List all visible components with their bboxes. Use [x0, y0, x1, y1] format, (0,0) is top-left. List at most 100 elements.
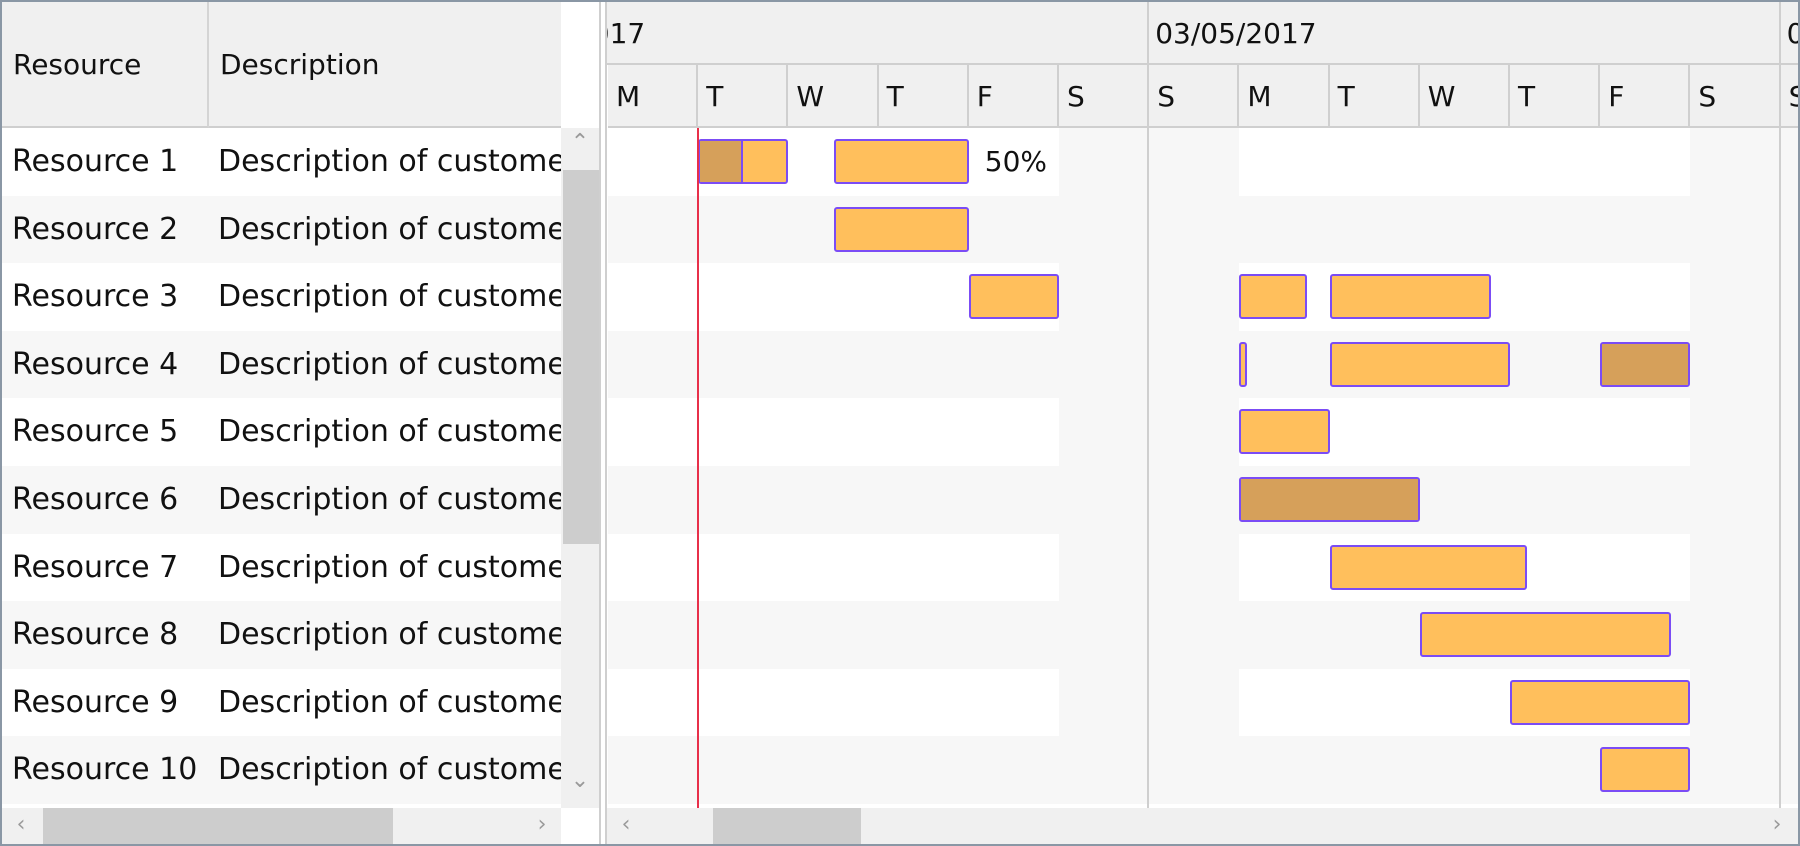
vertical-scrollbar[interactable]: ⌃ ⌄	[561, 128, 599, 808]
chevron-up-icon[interactable]: ⌃	[570, 130, 590, 155]
timeline-cell[interactable]	[1690, 263, 1781, 331]
timeline-cell[interactable]	[1510, 398, 1601, 466]
timeline-cell[interactable]	[1600, 195, 1691, 264]
chevron-left-icon[interactable]: ‹	[621, 812, 631, 837]
timeline-cell[interactable]	[1239, 330, 1330, 399]
timeline-cell[interactable]	[1419, 736, 1510, 804]
timeline-cell[interactable]	[1419, 668, 1510, 737]
timeline-cell[interactable]	[1419, 466, 1510, 534]
timeline-cell[interactable]	[1600, 533, 1691, 602]
table-row[interactable]: Resource 9 Description of customer	[2, 669, 561, 737]
timeline-cell[interactable]	[1059, 736, 1150, 804]
timeline-cell[interactable]	[1059, 195, 1150, 264]
timeline-cell[interactable]	[1059, 263, 1150, 331]
grid-horizontal-scrollbar[interactable]: ‹ ›	[2, 808, 561, 844]
timeline-cell[interactable]	[1510, 263, 1601, 331]
timeline-cell[interactable]	[1329, 736, 1420, 804]
timeline-cell[interactable]	[968, 398, 1059, 466]
timeline-cell[interactable]	[1690, 398, 1781, 466]
timeline-cell[interactable]	[788, 668, 879, 737]
table-row[interactable]: Resource 8 Description of customer	[2, 601, 561, 669]
task-bar[interactable]	[1600, 341, 1691, 387]
task-bar[interactable]	[1329, 544, 1527, 590]
timeline-cell[interactable]	[1059, 330, 1150, 399]
timeline-cell[interactable]	[968, 736, 1059, 804]
timeline-cell[interactable]	[878, 398, 969, 466]
timeline-cell[interactable]	[698, 195, 789, 264]
timeline-cell[interactable]	[1239, 533, 1330, 602]
table-row[interactable]: Resource 4 Description of customer	[2, 330, 561, 399]
timeline-cell[interactable]	[608, 736, 699, 804]
timeline-cell[interactable]	[968, 601, 1059, 669]
timeline-cell[interactable]	[1059, 668, 1150, 737]
timeline-cell[interactable]	[608, 330, 699, 399]
timeline-cell[interactable]	[1690, 195, 1781, 264]
timeline-cell[interactable]	[1510, 195, 1601, 264]
timeline-cell[interactable]	[698, 533, 789, 602]
timeline-cell[interactable]	[1600, 398, 1691, 466]
timeline-cell[interactable]	[1510, 128, 1601, 196]
task-bar[interactable]	[968, 274, 1059, 320]
timeline-cell[interactable]	[608, 668, 699, 737]
vertical-scrollbar-thumb[interactable]	[563, 170, 599, 544]
timeline-cell[interactable]	[968, 533, 1059, 602]
timeline-cell[interactable]	[788, 601, 879, 669]
timeline-cell[interactable]	[1419, 195, 1510, 264]
timeline-cell[interactable]	[1510, 330, 1601, 399]
timeline-cell[interactable]	[1600, 263, 1691, 331]
timeline-cell[interactable]	[1239, 601, 1330, 669]
task-bar[interactable]	[698, 139, 789, 184]
timeline-cell[interactable]	[698, 263, 789, 331]
table-row[interactable]: Resource 1 Description of customer	[2, 128, 561, 196]
timeline-cell[interactable]	[1690, 601, 1781, 669]
timeline-cell[interactable]	[1149, 668, 1240, 737]
timeline-cell[interactable]	[878, 736, 969, 804]
task-bar[interactable]	[1419, 612, 1671, 658]
timeline-cell[interactable]	[608, 533, 699, 602]
timeline-cell[interactable]	[1780, 195, 1798, 264]
timeline-cell[interactable]	[698, 736, 789, 804]
pane-splitter[interactable]	[599, 2, 607, 844]
task-bar[interactable]	[1239, 341, 1248, 387]
timeline-cell[interactable]	[1780, 601, 1798, 669]
timeline-cell[interactable]	[1780, 398, 1798, 466]
timeline-cell[interactable]	[788, 466, 879, 534]
timeline-cell[interactable]	[698, 398, 789, 466]
gantt-horizontal-scrollbar-thumb[interactable]	[713, 808, 861, 844]
timeline-cell[interactable]	[878, 330, 969, 399]
timeline-cell[interactable]	[1149, 330, 1240, 399]
timeline-cell[interactable]	[608, 466, 699, 534]
task-bar[interactable]	[1510, 679, 1691, 725]
timeline-cell[interactable]	[878, 263, 969, 331]
task-bar[interactable]	[1239, 477, 1420, 522]
timeline-cell[interactable]	[698, 466, 789, 534]
timeline-cell[interactable]	[608, 398, 699, 466]
timeline-cell[interactable]	[1419, 398, 1510, 466]
timeline-cell[interactable]	[1329, 668, 1420, 737]
timeline-cell[interactable]	[1149, 263, 1240, 331]
timeline-cell[interactable]	[1690, 128, 1781, 196]
timeline-cell[interactable]	[1780, 263, 1798, 331]
timeline-cell[interactable]	[1690, 466, 1781, 534]
timeline-cell[interactable]	[878, 466, 969, 534]
timeline-cell[interactable]	[968, 668, 1059, 737]
timeline-cell[interactable]	[788, 330, 879, 399]
timeline-cell[interactable]	[968, 330, 1059, 399]
timeline-cell[interactable]	[968, 466, 1059, 534]
timeline-cell[interactable]	[608, 195, 699, 264]
timeline-cell[interactable]	[1059, 398, 1150, 466]
task-bar[interactable]	[1329, 274, 1492, 320]
timeline-cell[interactable]	[1329, 601, 1420, 669]
table-row[interactable]: Resource 5 Description of customer	[2, 398, 561, 466]
timeline-cell[interactable]	[788, 533, 879, 602]
timeline-cell[interactable]	[698, 668, 789, 737]
timeline-cell[interactable]	[788, 398, 879, 466]
timeline-cell[interactable]	[1329, 128, 1420, 196]
task-bar[interactable]	[1239, 274, 1308, 320]
table-row[interactable]: Resource 2 Description of customer	[2, 195, 561, 264]
timeline-cell[interactable]	[1600, 128, 1691, 196]
timeline-cell[interactable]	[608, 263, 699, 331]
timeline-cell[interactable]	[1780, 533, 1798, 602]
timeline-cell[interactable]	[1059, 128, 1150, 196]
timeline-cell[interactable]	[1690, 668, 1781, 737]
